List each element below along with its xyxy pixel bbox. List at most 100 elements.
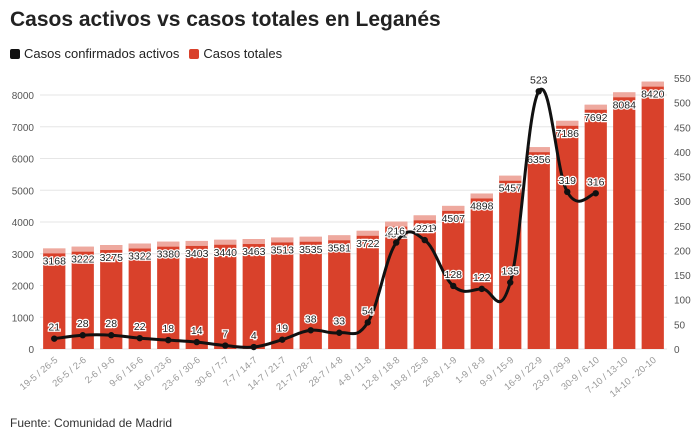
legend-swatch-totales (189, 48, 200, 59)
bar-value-label: 4507 (442, 213, 466, 225)
right-axis-tick-label: 200 (674, 246, 691, 257)
legend-item-totales[interactable]: Casos totales (189, 46, 282, 61)
bar-cap (499, 175, 522, 181)
bar-value-label: 8084 (613, 99, 637, 111)
line-value-label: 18 (162, 323, 174, 335)
bar-cap (641, 81, 664, 87)
bar-cap (356, 230, 379, 236)
bar-cap (71, 246, 94, 252)
bar-cap (613, 92, 636, 98)
left-axis-tick-label: 8000 (12, 91, 35, 102)
line-value-label: 28 (77, 318, 89, 330)
active-cases-point (136, 334, 143, 342)
right-axis-tick-label: 0 (674, 345, 680, 356)
active-cases-point (51, 335, 58, 342)
chart-title: Casos activos vs casos totales en Legané… (10, 8, 441, 31)
right-axis-tick-label: 100 (674, 296, 691, 307)
bar-cap (214, 239, 237, 245)
bar (613, 92, 636, 349)
bar (641, 81, 664, 349)
left-axis-tick-label: 3000 (12, 250, 35, 261)
active-cases-point (421, 236, 428, 244)
bar-value-label: 3535 (299, 244, 323, 256)
active-cases-point (336, 329, 343, 336)
bar-cap (242, 239, 265, 245)
legend-label-totales: Casos totales (203, 46, 283, 61)
bar-cap (385, 221, 408, 227)
left-axis-tick-label: 1000 (12, 313, 35, 324)
bar-value-label: 3403 (185, 248, 209, 260)
left-axis-tick-label: 2000 (12, 282, 35, 293)
legend-swatch-activos (10, 48, 20, 59)
bar-cap (299, 236, 322, 242)
active-cases-point (165, 336, 172, 344)
bar (470, 193, 493, 349)
line-value-label: 128 (444, 269, 462, 281)
line-value-label: 319 (558, 175, 576, 187)
active-cases-point (507, 279, 514, 286)
line-value-label: 523 (530, 74, 548, 86)
line-value-label: 122 (473, 272, 491, 284)
bar-value-label: 3222 (71, 254, 95, 266)
right-axis-tick-label: 500 (674, 99, 691, 110)
line-value-label: 22 (134, 321, 146, 333)
line-value-label: 33 (333, 316, 345, 328)
line-value-label: 38 (305, 313, 317, 325)
bar-value-label: 3275 (100, 252, 124, 264)
bar-value-label: 4898 (470, 200, 494, 212)
source-note: Fuente: Comunidad de Madrid (10, 416, 173, 430)
active-cases-point (478, 285, 485, 293)
left-axis-tick-label: 4000 (12, 218, 35, 229)
bar (43, 248, 66, 349)
right-axis-tick-label: 450 (674, 123, 691, 134)
bar-cap (43, 248, 66, 254)
line-value-label: 216 (387, 226, 405, 238)
active-cases-point (79, 332, 86, 339)
right-axis-tick-label: 250 (674, 222, 691, 233)
bar (128, 243, 151, 349)
active-cases-point (307, 327, 314, 334)
line-value-label: 54 (362, 305, 374, 317)
legend: Casos confirmados activos Casos totales (10, 46, 292, 61)
bar-value-label: 3168 (43, 255, 67, 267)
legend-label-activos: Casos confirmados activos (24, 46, 180, 61)
line-value-label: 28 (105, 318, 117, 330)
right-axis-tick-label: 350 (674, 173, 691, 184)
left-axis-tick-label: 6000 (12, 155, 35, 166)
bar (185, 240, 208, 349)
bar-value-label: 7186 (556, 128, 580, 140)
bar-value-label: 3581 (328, 242, 352, 254)
active-cases-point (364, 319, 371, 326)
bar-value-label: 3463 (242, 246, 266, 258)
bar (356, 230, 379, 349)
bar-cap (185, 240, 208, 246)
bar-value-label: 4209 (413, 222, 437, 234)
active-cases-point (393, 239, 400, 246)
bar (100, 245, 123, 349)
bar (584, 104, 607, 350)
right-axis-tick-label: 50 (674, 320, 686, 331)
line-value-label: 4 (251, 330, 257, 342)
bar-value-label: 8420 (641, 89, 665, 101)
bar (442, 205, 465, 349)
bar-cap (584, 104, 607, 110)
bar-value-label: 3440 (214, 247, 238, 259)
right-axis-tick-label: 300 (674, 197, 691, 208)
bar-value-label: 7692 (584, 112, 608, 124)
line-value-label: 316 (587, 176, 605, 188)
line-value-label: 7 (222, 329, 228, 341)
bar (299, 236, 322, 349)
legend-item-activos[interactable]: Casos confirmados activos (10, 46, 179, 61)
x-axis-tick-label: 19-5 / 26-5 (18, 355, 60, 393)
bar-cap (157, 241, 180, 247)
active-cases-point (250, 343, 257, 351)
bar-cap (128, 243, 151, 249)
active-cases-line (52, 87, 598, 349)
right-axis-tick-label: 150 (674, 271, 691, 282)
active-cases-point (592, 190, 599, 197)
bar-cap (556, 120, 579, 126)
line-value-label: 221 (416, 223, 434, 235)
left-axis-tick-label: 5000 (12, 186, 35, 197)
bar (527, 147, 550, 349)
right-axis-tick-label: 550 (674, 74, 691, 85)
